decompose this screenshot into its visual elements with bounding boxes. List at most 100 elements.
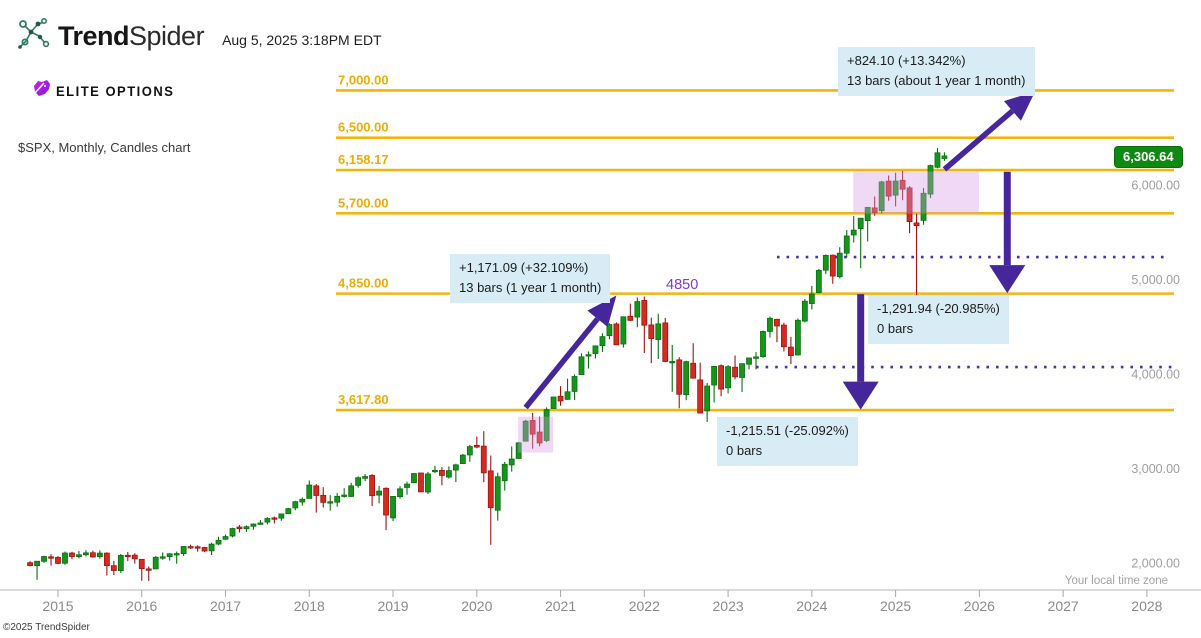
candle-body[interactable] xyxy=(117,555,124,572)
candle-body[interactable] xyxy=(836,252,843,278)
x-axis-year-label[interactable]: 2024 xyxy=(796,598,827,614)
candle-body[interactable] xyxy=(641,300,648,326)
candle-body[interactable] xyxy=(236,526,243,530)
y-axis-tick-label[interactable]: 6,000.00 xyxy=(1131,178,1180,192)
candle-body[interactable] xyxy=(278,513,285,519)
measurement-callout-gain1[interactable]: +1,171.09 (+32.109%) 13 bars (1 year 1 m… xyxy=(450,254,611,303)
candle-body[interactable] xyxy=(445,470,452,478)
candle-body[interactable] xyxy=(788,346,794,357)
candle-body[interactable] xyxy=(760,331,766,358)
candle-body[interactable] xyxy=(690,362,697,379)
candle-body[interactable] xyxy=(194,546,201,549)
measurement-callout-loss1[interactable]: -1,291.94 (-20.985%) 0 bars xyxy=(868,295,1009,344)
candle-body[interactable] xyxy=(864,207,871,221)
candle-body[interactable] xyxy=(425,473,431,493)
measurement-callout-loss2[interactable]: -1,215.51 (-25.092%) 0 bars xyxy=(717,417,858,466)
candle-body[interactable] xyxy=(592,345,599,354)
x-axis-year-label[interactable]: 2026 xyxy=(964,598,995,614)
candle-body[interactable] xyxy=(138,558,145,570)
candle-body[interactable] xyxy=(390,496,396,519)
timezone-note[interactable]: Your local time zone xyxy=(1064,575,1168,587)
y-axis-tick-label[interactable]: 5,000.00 xyxy=(1131,273,1180,287)
arrow-head[interactable] xyxy=(587,295,617,328)
candle-body[interactable] xyxy=(208,543,215,552)
candle-body[interactable] xyxy=(627,315,634,321)
arrow-head[interactable] xyxy=(1003,91,1036,121)
candle-body[interactable] xyxy=(871,207,878,214)
candle-body[interactable] xyxy=(243,526,250,530)
candle-body[interactable] xyxy=(801,300,808,322)
candle-body[interactable] xyxy=(746,357,752,365)
candle-body[interactable] xyxy=(711,365,718,386)
x-axis-year-label[interactable]: 2019 xyxy=(377,598,408,614)
candle-body[interactable] xyxy=(571,376,578,392)
candle-body[interactable] xyxy=(271,517,278,520)
candle-body[interactable] xyxy=(313,485,320,496)
candle-body[interactable] xyxy=(613,323,620,346)
candle-body[interactable] xyxy=(829,254,836,277)
candle-body[interactable] xyxy=(201,547,208,552)
candle-body[interactable] xyxy=(732,366,738,378)
candle-body[interactable] xyxy=(404,483,410,488)
candle-body[interactable] xyxy=(83,552,89,556)
x-axis-year-label[interactable]: 2018 xyxy=(294,598,325,614)
y-axis-tick-label[interactable]: 4,000.00 xyxy=(1131,367,1180,381)
candle-body[interactable] xyxy=(438,469,445,476)
candle-body[interactable] xyxy=(341,494,348,497)
candle-body[interactable] xyxy=(327,501,334,504)
candle-body[interactable] xyxy=(906,187,913,223)
candle-body[interactable] xyxy=(320,494,327,503)
candle-body[interactable] xyxy=(187,546,194,549)
candle-body[interactable] xyxy=(110,565,117,571)
candle-body[interactable] xyxy=(306,484,313,499)
candle-body[interactable] xyxy=(781,324,787,348)
candle-body[interactable] xyxy=(180,546,187,554)
candle-body[interactable] xyxy=(920,192,927,221)
candle-body[interactable] xyxy=(794,319,801,356)
candle-body[interactable] xyxy=(334,495,341,503)
candle-body[interactable] xyxy=(229,528,236,537)
candle-body[interactable] xyxy=(299,498,306,503)
highlight-box[interactable] xyxy=(853,171,979,214)
candle-body[interactable] xyxy=(585,354,592,357)
x-axis-year-label[interactable]: 2016 xyxy=(126,598,157,614)
arrow-shaft[interactable] xyxy=(942,108,1015,172)
candle-body[interactable] xyxy=(885,180,892,197)
candle-body[interactable] xyxy=(41,556,47,562)
x-axis-year-label[interactable]: 2021 xyxy=(545,598,576,614)
candle-body[interactable] xyxy=(843,235,850,254)
candle-body[interactable] xyxy=(676,359,683,395)
candle-body[interactable] xyxy=(725,366,731,389)
candle-body[interactable] xyxy=(397,488,403,498)
candle-body[interactable] xyxy=(543,409,550,441)
candle-body[interactable] xyxy=(767,317,773,332)
candle-body[interactable] xyxy=(103,552,110,566)
candle-body[interactable] xyxy=(850,229,857,236)
candle-body[interactable] xyxy=(815,269,822,293)
arrow-head[interactable] xyxy=(989,265,1026,294)
candle-body[interactable] xyxy=(683,361,690,396)
candle-body[interactable] xyxy=(648,324,655,340)
candle-body[interactable] xyxy=(620,316,627,345)
candle-body[interactable] xyxy=(739,363,745,378)
arrow-shaft[interactable] xyxy=(523,317,600,410)
candle-body[interactable] xyxy=(501,463,508,482)
x-axis-year-label[interactable]: 2015 xyxy=(42,598,73,614)
candle-body[interactable] xyxy=(48,556,54,559)
candle-body[interactable] xyxy=(550,396,557,409)
candle-body[interactable] xyxy=(362,476,369,479)
candle-body[interactable] xyxy=(264,518,271,523)
candle-body[interactable] xyxy=(376,490,382,496)
candle-body[interactable] xyxy=(90,552,96,558)
candle-body[interactable] xyxy=(557,395,564,402)
candle-body[interactable] xyxy=(418,472,424,493)
candle-body[interactable] xyxy=(250,523,257,527)
candle-body[interactable] xyxy=(124,554,131,558)
candle-body[interactable] xyxy=(697,379,704,414)
candle-body[interactable] xyxy=(166,553,173,558)
candle-body[interactable] xyxy=(480,445,487,474)
candle-body[interactable] xyxy=(76,554,82,558)
candle-body[interactable] xyxy=(941,155,948,159)
candle-body[interactable] xyxy=(508,458,515,466)
